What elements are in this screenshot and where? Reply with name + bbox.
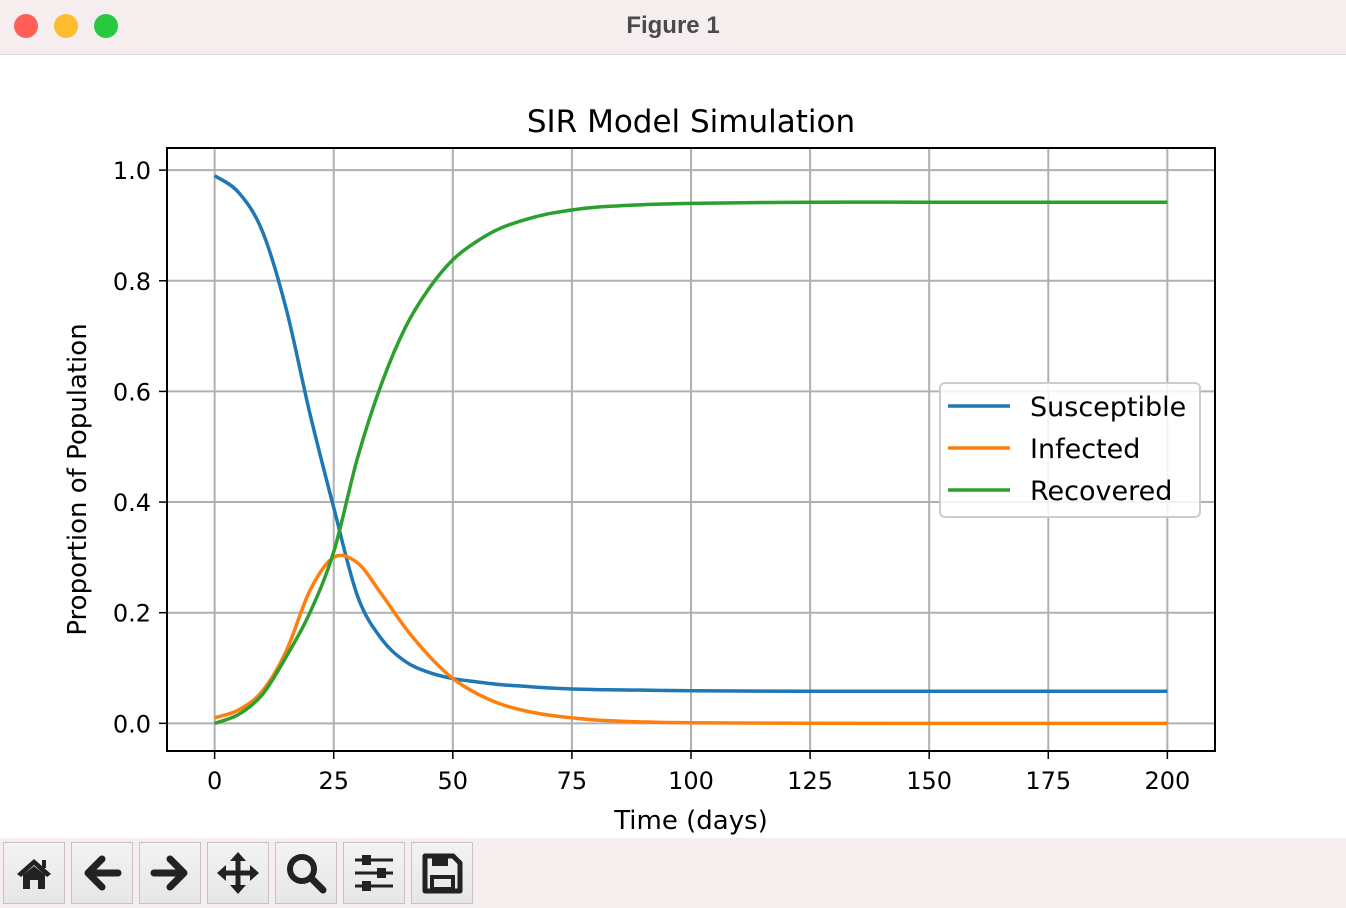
y-tick-label: 0.6	[113, 378, 151, 406]
y-tick-label: 1.0	[113, 157, 151, 185]
arrow-right-icon	[150, 855, 188, 891]
move-icon	[217, 852, 259, 894]
pan-button[interactable]	[207, 842, 269, 904]
sliders-icon	[355, 855, 393, 891]
navigation-toolbar	[0, 838, 1346, 908]
x-tick-label: 150	[906, 767, 952, 795]
legend-label: Susceptible	[1030, 392, 1186, 423]
x-tick-label: 50	[438, 767, 469, 795]
home-icon	[17, 859, 51, 889]
x-tick-label: 200	[1144, 767, 1190, 795]
window-title: Figure 1	[626, 12, 720, 39]
x-axis-label: Time (days)	[613, 806, 768, 836]
y-tick-label: 0.4	[113, 489, 151, 517]
x-tick-label: 25	[318, 767, 349, 795]
series-line-susceptible	[213, 174, 1168, 694]
arrow-left-icon	[84, 855, 122, 891]
configure-subplots-button[interactable]	[343, 842, 405, 904]
x-tick-label: 100	[668, 767, 714, 795]
window-titlebar: Figure 1	[0, 0, 1346, 55]
legend-label: Recovered	[1030, 476, 1172, 507]
y-tick-label: 0.8	[113, 268, 151, 296]
series-line-infected	[214, 553, 1168, 726]
forward-button[interactable]	[139, 842, 201, 904]
legend-label: Infected	[1030, 434, 1140, 465]
y-tick-label: 0.2	[113, 600, 151, 628]
x-tick-label: 175	[1025, 767, 1071, 795]
x-tick-label: 75	[557, 767, 588, 795]
y-tick-label: 0.0	[113, 710, 151, 738]
close-window-button[interactable]	[14, 14, 38, 38]
home-button[interactable]	[3, 842, 65, 904]
chart-title: SIR Model Simulation	[527, 104, 855, 140]
save-button[interactable]	[411, 842, 473, 904]
minimize-window-button[interactable]	[54, 14, 78, 38]
series-line-recovered	[214, 200, 1168, 725]
maximize-window-button[interactable]	[94, 14, 118, 38]
plot-frame	[166, 147, 1216, 752]
legend	[939, 382, 1201, 518]
back-button[interactable]	[71, 842, 133, 904]
x-tick-label: 0	[207, 767, 222, 795]
x-tick-label: 125	[787, 767, 833, 795]
y-axis-label: Proportion of Population	[63, 323, 93, 635]
magnifier-icon	[287, 854, 327, 894]
zoom-button[interactable]	[275, 842, 337, 904]
floppy-disk-icon	[422, 853, 463, 894]
sir-chart: 0 25 50 75 100 125 150 175 200 0.0 0.2 0.4 0.6 0.8 1.0…	[63, 104, 1216, 836]
figure-canvas: 0 25 50 75 100 125 150 175 200 0.0 0.2 0.4 0.6 0.8 1.0…	[0, 55, 1346, 838]
